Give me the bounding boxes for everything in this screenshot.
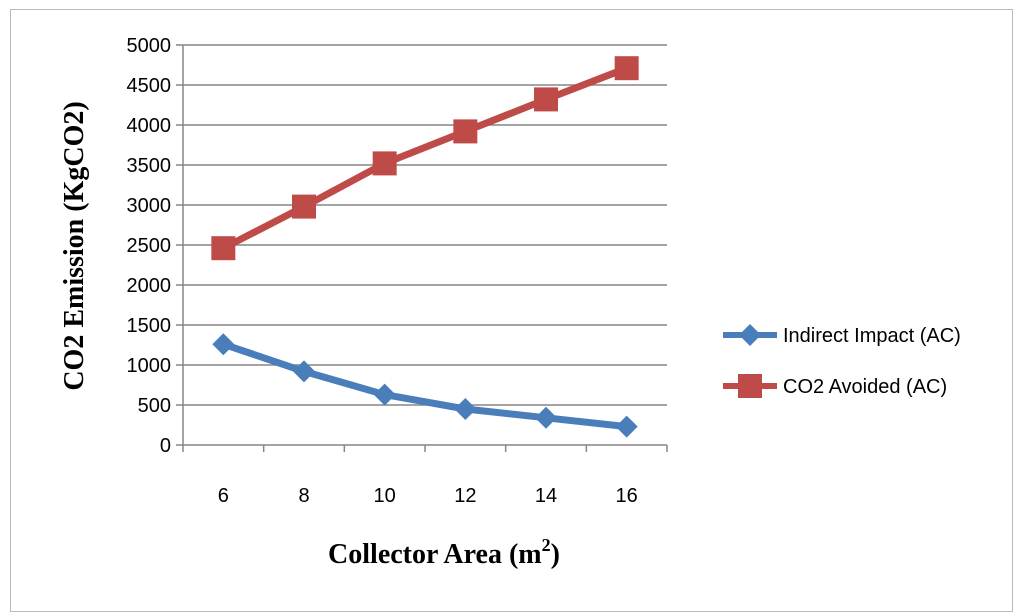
y-tick-label: 3000 — [127, 195, 172, 217]
x-tick-label: 10 — [374, 485, 396, 507]
x-axis-title-superscript: 2 — [542, 535, 551, 555]
data-point-0-5 — [615, 415, 638, 438]
y-tick-label: 4000 — [127, 115, 172, 137]
x-tick-label: 12 — [454, 485, 476, 507]
legend-item-0: Indirect Impact (AC) — [723, 324, 961, 347]
data-point-1-5 — [614, 56, 639, 81]
legend-swatch-marker — [739, 324, 761, 346]
data-point-1-0 — [211, 236, 236, 261]
series-line-0 — [222, 340, 628, 431]
legend-label: CO2 Avoided (AC) — [783, 376, 947, 398]
chart-frame: 0 500 1000 1500 2000 2500 3000 3500 4000 4500 5000… — [10, 9, 1013, 612]
data-point-0-0 — [212, 333, 235, 356]
x-tick-label: 16 — [616, 485, 638, 507]
x-tick-label: 8 — [298, 485, 309, 507]
x-tick-labels: 6 8 10 12 14 16 — [218, 485, 638, 507]
data-point-0-3 — [454, 398, 477, 420]
line-chart: 0 500 1000 1500 2000 2500 3000 3500 4000 4500 5000… — [59, 35, 961, 570]
series-0 — [212, 333, 638, 438]
data-point-1-2 — [372, 151, 397, 176]
x-axis-title-main: Collector Area (m — [328, 539, 542, 570]
x-axis-title: Collector Area (m2) — [328, 535, 560, 570]
legend-label: Indirect Impact (AC) — [783, 325, 961, 347]
y-tick-label: 1500 — [127, 315, 172, 337]
y-tick-label: 5000 — [127, 35, 172, 57]
x-tick-label: 14 — [535, 485, 557, 507]
data-point-1-3 — [453, 119, 478, 144]
x-axis-title-suffix: ) — [551, 539, 560, 570]
y-axis-title: CO2 Emission (KgCO2) — [59, 101, 90, 390]
legend: Indirect Impact (AC) CO2 Avoided (AC) — [723, 324, 961, 398]
data-point-0-4 — [535, 406, 557, 429]
y-tick-label: 500 — [138, 395, 171, 417]
data-point-0-1 — [293, 360, 315, 383]
data-point-1-4 — [534, 87, 558, 112]
gridlines — [183, 44, 667, 406]
legend-swatch-marker — [738, 374, 762, 398]
y-tick-label: 4500 — [127, 75, 172, 97]
series-line-1 — [221, 64, 628, 252]
legend-item-1: CO2 Avoided (AC) — [723, 374, 947, 398]
data-point-1-1 — [292, 194, 316, 219]
series — [211, 56, 639, 438]
x-tick-label: 6 — [218, 485, 229, 507]
y-tick-label: 1000 — [127, 355, 172, 377]
y-tick-label: 0 — [160, 435, 171, 457]
y-tick-labels: 0 500 1000 1500 2000 2500 3000 3500 4000 4500 5000 — [127, 35, 172, 457]
y-tick-label: 2000 — [127, 275, 172, 297]
series-1 — [211, 56, 639, 261]
y-tick-label: 3500 — [127, 155, 172, 177]
y-tick-label: 2500 — [127, 235, 172, 257]
data-point-0-2 — [373, 383, 396, 406]
axes — [176, 44, 668, 452]
